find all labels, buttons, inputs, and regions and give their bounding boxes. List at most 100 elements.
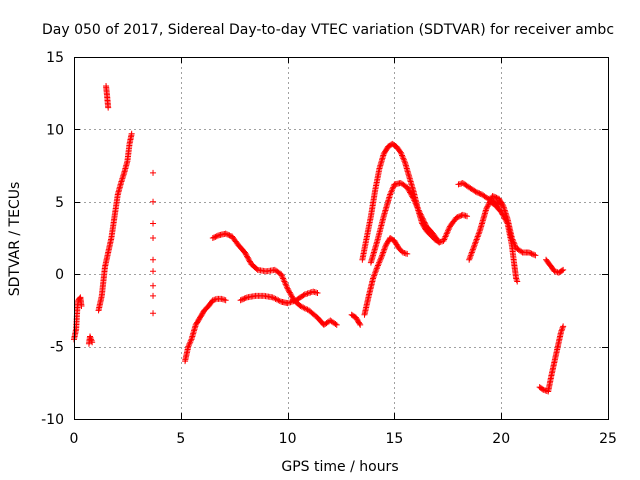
data-point: [288, 293, 295, 300]
data-point: [78, 303, 85, 310]
data-point: [405, 186, 412, 193]
data-point: [214, 232, 221, 239]
data-point: [413, 203, 420, 210]
data-point: [283, 282, 290, 289]
data-point: [150, 292, 157, 299]
data-point: [418, 214, 425, 221]
data-point: [472, 240, 479, 247]
data-point: [406, 188, 413, 195]
data-point: [280, 275, 287, 282]
data-point: [559, 326, 566, 333]
x-tick-label: 10: [279, 431, 297, 447]
data-point: [476, 190, 483, 197]
series-arc-20: [487, 198, 521, 285]
data-point: [286, 289, 293, 296]
data-point: [441, 236, 448, 243]
data-point: [211, 234, 218, 241]
data-point: [558, 329, 565, 336]
series-arc-15: [367, 179, 471, 266]
data-point: [225, 231, 232, 238]
data-point: [185, 342, 192, 349]
data-point: [420, 216, 427, 223]
data-point: [314, 290, 321, 297]
data-point: [281, 278, 288, 285]
data-point: [276, 297, 283, 304]
data-point: [469, 246, 476, 253]
data-point: [376, 259, 383, 266]
y-tick-label: 15: [46, 50, 64, 66]
data-point: [445, 226, 452, 233]
series-mid-band: [237, 288, 321, 307]
data-point: [187, 339, 194, 346]
data-point: [421, 219, 428, 226]
data-point: [528, 250, 535, 257]
y-tick-label: 10: [46, 122, 64, 138]
data-point: [558, 327, 565, 334]
data-point: [498, 208, 505, 215]
data-point: [422, 220, 429, 227]
data-point: [445, 227, 452, 234]
data-point: [88, 337, 95, 344]
x-tick-label: 20: [492, 431, 510, 447]
data-point: [150, 268, 157, 275]
data-point: [240, 296, 247, 303]
data-point: [440, 237, 447, 244]
data-point: [283, 284, 290, 291]
plot-frame: [74, 57, 609, 420]
y-axis-label: SDTVAR / TECUs: [7, 182, 23, 297]
series-arc-19: [466, 193, 539, 263]
data-point: [473, 237, 480, 244]
data-point: [417, 210, 424, 217]
data-point: [484, 203, 491, 210]
data-point: [401, 158, 408, 165]
data-point: [212, 233, 219, 240]
data-point: [374, 263, 381, 270]
data-point: [473, 236, 480, 243]
data-point: [444, 229, 451, 236]
data-point: [503, 219, 510, 226]
data-point: [213, 233, 220, 240]
data-point: [490, 193, 497, 200]
data-point: [498, 210, 505, 217]
data-point: [472, 239, 479, 246]
data-point: [223, 231, 230, 238]
data-point: [226, 232, 233, 239]
data-point: [475, 189, 482, 196]
data-point: [408, 192, 415, 199]
data-point: [502, 216, 509, 223]
data-point: [409, 193, 416, 200]
data-point: [531, 251, 538, 258]
data-point: [420, 218, 427, 225]
data-point: [241, 249, 248, 256]
data-point: [150, 235, 157, 241]
data-point: [187, 337, 194, 344]
data-point: [282, 281, 289, 288]
data-point: [413, 201, 420, 208]
x-tick-label: 25: [599, 431, 617, 447]
series-arc-6.5: [209, 230, 298, 304]
data-point: [298, 303, 305, 310]
data-point: [222, 297, 229, 304]
data-point: [525, 249, 532, 256]
data-point: [300, 292, 307, 299]
data-point: [373, 265, 380, 272]
tick-labels: 0 5 10 15 20 25 -10 -5 0 5 10 15: [41, 50, 617, 447]
data-point: [372, 268, 379, 275]
x-tick-label: 0: [70, 431, 79, 447]
data-point: [474, 235, 481, 241]
data-point: [415, 207, 422, 214]
data-point: [286, 288, 293, 295]
x-axis-label: GPS time / hours: [281, 459, 398, 475]
data-point: [471, 187, 478, 194]
series-big-arc: [359, 140, 443, 263]
data-point: [500, 212, 507, 219]
data-point: [376, 258, 383, 265]
data-point: [469, 248, 476, 255]
data-point: [150, 169, 157, 176]
data-point: [333, 321, 340, 328]
data-point: [468, 249, 475, 256]
data-point: [237, 297, 244, 304]
data-point: [475, 230, 482, 237]
data-point: [468, 250, 475, 257]
